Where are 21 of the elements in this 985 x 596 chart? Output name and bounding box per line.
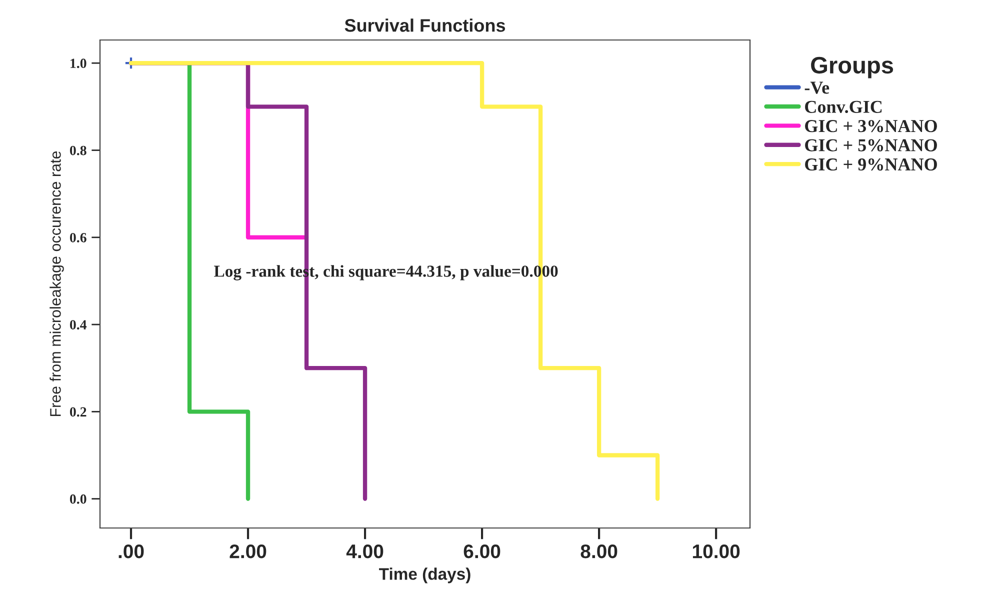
y-tick-label: 0.0 xyxy=(70,494,86,504)
legend-title: Groups xyxy=(811,56,894,78)
chart-title: Survival Functions xyxy=(344,18,506,32)
x-tick-label: 8.00 xyxy=(580,544,618,558)
legend-label: GIC + 9%NANO xyxy=(805,158,937,171)
legend-label: GIC + 5%NANO xyxy=(805,139,937,152)
y-tick-label: 1.0 xyxy=(70,58,86,68)
x-tick-label: 6.00 xyxy=(464,544,500,558)
legend-label: -Ve xyxy=(804,82,830,94)
y-tick-label: 0.8 xyxy=(70,146,86,156)
x-tick-label: 4.00 xyxy=(346,544,384,558)
legend-label: GIC + 3%NANO xyxy=(805,120,937,132)
x-tick-label: .00 xyxy=(118,544,144,558)
legend-label: Conv.GIC xyxy=(805,100,882,114)
y-tick-label: 0.4 xyxy=(70,320,87,330)
y-tick-label: 0.2 xyxy=(70,407,86,417)
y-tick-label: 0.6 xyxy=(70,232,86,242)
x-axis-title: Time (days) xyxy=(379,568,470,584)
y-axis-title: Free from microleakage occurence rate xyxy=(50,151,64,416)
x-tick-label: 10.00 xyxy=(692,544,740,558)
x-tick-label: 2.00 xyxy=(230,544,266,558)
